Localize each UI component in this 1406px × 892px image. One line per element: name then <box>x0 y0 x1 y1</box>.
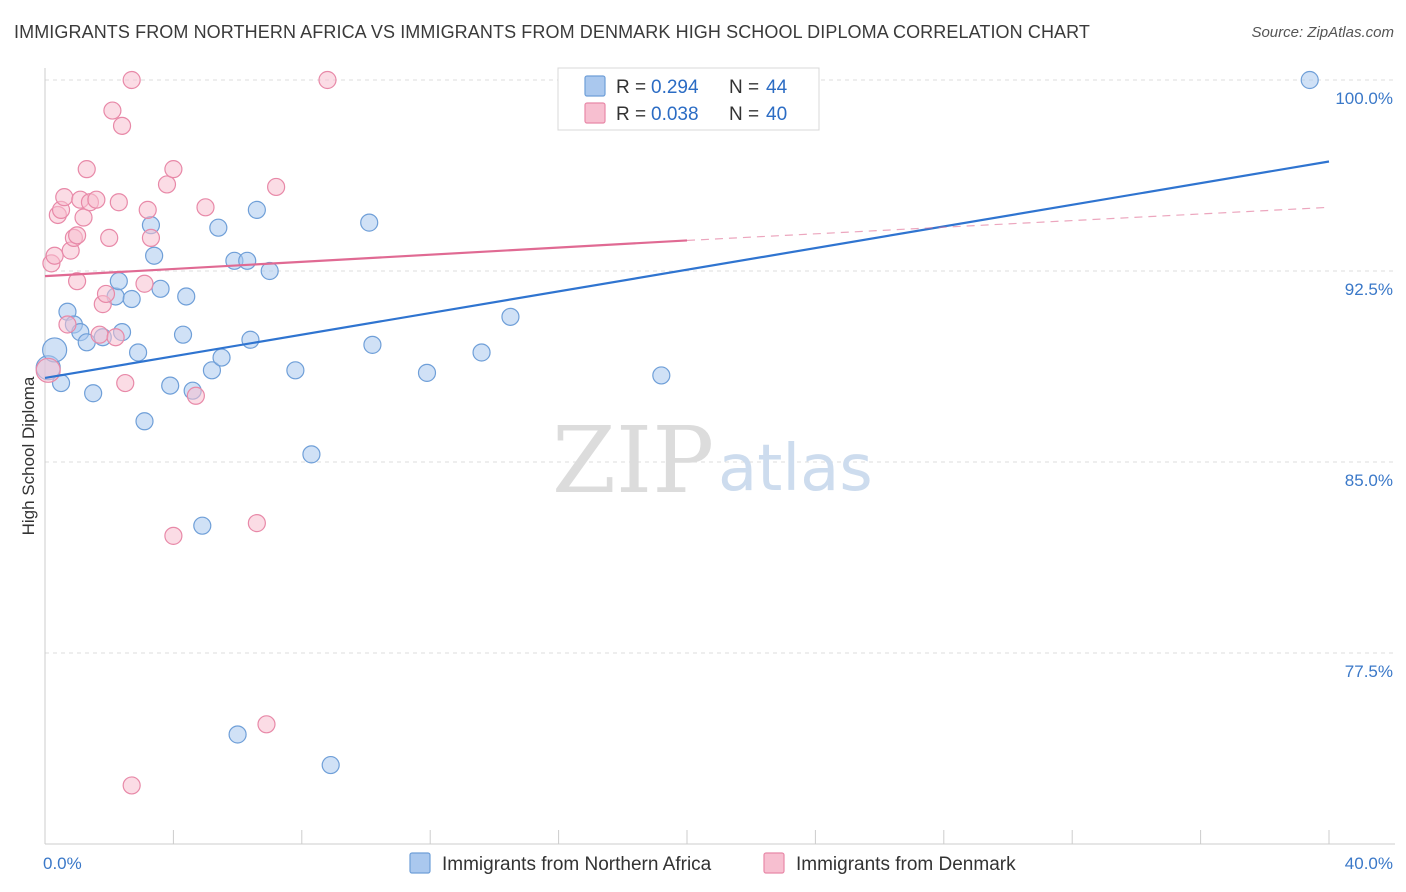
pink-data-point <box>55 188 74 207</box>
watermark-atlas: atlas <box>718 432 873 506</box>
pink-data-point <box>247 514 266 533</box>
correlation-legend: R = 0.294 N = 44 R = 0.038 N = 40 <box>557 67 820 131</box>
y-axis-title: High School Diploma <box>19 376 38 535</box>
pink-data-point <box>106 328 125 347</box>
legend-n-value-pink: 40 <box>766 104 787 125</box>
blue-data-point <box>212 348 231 367</box>
blue-data-point <box>84 384 103 403</box>
pink-data-point <box>141 228 161 247</box>
blue-data-point <box>241 330 260 349</box>
points-layer <box>35 70 1319 795</box>
pink-data-point <box>257 715 276 734</box>
pink-data-point <box>96 284 116 304</box>
axis-layer: 77.5% 85.0% 92.5% 100.0% 0.0% 40.0% <box>43 68 1395 873</box>
blue-data-point <box>501 307 520 326</box>
blue-data-point <box>363 335 382 354</box>
blue-data-point <box>193 516 212 535</box>
legend-r-label-pink: R = <box>616 104 646 125</box>
legend-r-label-blue: R = <box>616 77 646 98</box>
blue-data-point <box>417 363 437 382</box>
bottom-legend-label-blue: Immigrants from Northern Africa <box>442 854 712 875</box>
legend-n-label-pink: N = <box>729 104 759 125</box>
chart-title: IMMIGRANTS FROM NORTHERN AFRICA VS IMMIG… <box>14 22 1091 42</box>
pink-data-point <box>267 177 286 197</box>
pink-data-point <box>58 315 77 334</box>
pink-data-point <box>122 776 141 795</box>
pink-data-point <box>90 325 109 344</box>
pink-data-point <box>157 175 177 194</box>
pink-data-point <box>87 190 106 209</box>
grid-layer <box>45 79 1395 654</box>
x-tick-label-max: 40.0% <box>1345 854 1393 873</box>
legend-r-value-blue: 0.294 <box>651 77 699 98</box>
bottom-legend-swatch-blue <box>409 852 431 874</box>
pink-data-point <box>74 208 93 227</box>
blue-data-point <box>247 200 266 219</box>
pink-trend-line <box>44 239 688 278</box>
blue-data-point <box>122 289 141 309</box>
pink-data-point <box>100 228 119 247</box>
blue-data-point <box>145 246 164 265</box>
blue-data-point <box>128 343 148 362</box>
pink-data-point <box>45 246 64 265</box>
blue-data-point <box>228 725 247 744</box>
pink-data-point <box>116 373 135 393</box>
legend-swatch-pink <box>584 102 606 124</box>
legend-r-value-pink: 0.038 <box>651 104 699 125</box>
pink-data-point <box>196 198 215 217</box>
trend-layer <box>44 160 1330 380</box>
pink-data-point <box>135 274 154 293</box>
pink-data-point <box>186 386 205 405</box>
legend-n-value-blue: 44 <box>766 77 788 98</box>
pink-data-point <box>318 70 337 90</box>
bottom-legend-label-pink: Immigrants from Denmark <box>796 854 1016 875</box>
y-tick-label: 77.5% <box>1345 662 1393 681</box>
blue-data-point <box>302 445 321 464</box>
blue-data-point <box>109 272 128 291</box>
pink-trend-extension <box>686 206 1330 242</box>
blue-data-point <box>238 251 257 270</box>
pink-data-point <box>109 193 128 212</box>
blue-data-point <box>286 361 305 380</box>
pink-data-point <box>77 160 96 179</box>
watermark: ZIP atlas <box>552 407 873 514</box>
legend-swatch-blue <box>584 75 606 97</box>
blue-data-point <box>260 261 279 281</box>
series-legend: Immigrants from Northern Africa Immigran… <box>409 852 1016 875</box>
pink-data-point <box>112 116 132 135</box>
blue-trend-line <box>44 160 1330 380</box>
blue-data-point <box>652 366 671 385</box>
blue-data-point <box>472 343 491 362</box>
blue-data-point <box>173 325 193 344</box>
blue-data-point <box>209 218 228 237</box>
watermark-zip: ZIP <box>552 407 714 514</box>
pink-data-point <box>164 160 183 179</box>
pink-data-point <box>122 70 141 90</box>
y-tick-label: 85.0% <box>1345 471 1393 490</box>
blue-data-point <box>161 376 180 395</box>
blue-data-point <box>135 412 154 431</box>
pink-data-point <box>35 357 61 383</box>
pink-data-point <box>67 272 87 291</box>
source-credit: Source: ZipAtlas.com <box>1251 24 1394 41</box>
bottom-legend-swatch-pink <box>763 852 785 874</box>
pink-data-point <box>103 101 122 120</box>
blue-data-point <box>177 287 196 306</box>
legend-n-label-blue: N = <box>729 77 759 98</box>
y-tick-label: 92.5% <box>1345 280 1393 299</box>
y-tick-label: 100.0% <box>1335 89 1393 108</box>
blue-data-point <box>151 279 170 298</box>
blue-data-point <box>1300 70 1319 90</box>
blue-data-point <box>321 755 340 775</box>
x-tick-label-min: 0.0% <box>43 854 82 873</box>
blue-data-point <box>360 213 379 232</box>
pink-data-point <box>67 226 87 245</box>
blue-data-point <box>202 361 222 380</box>
pink-data-point <box>138 200 157 219</box>
pink-data-point <box>164 526 183 545</box>
